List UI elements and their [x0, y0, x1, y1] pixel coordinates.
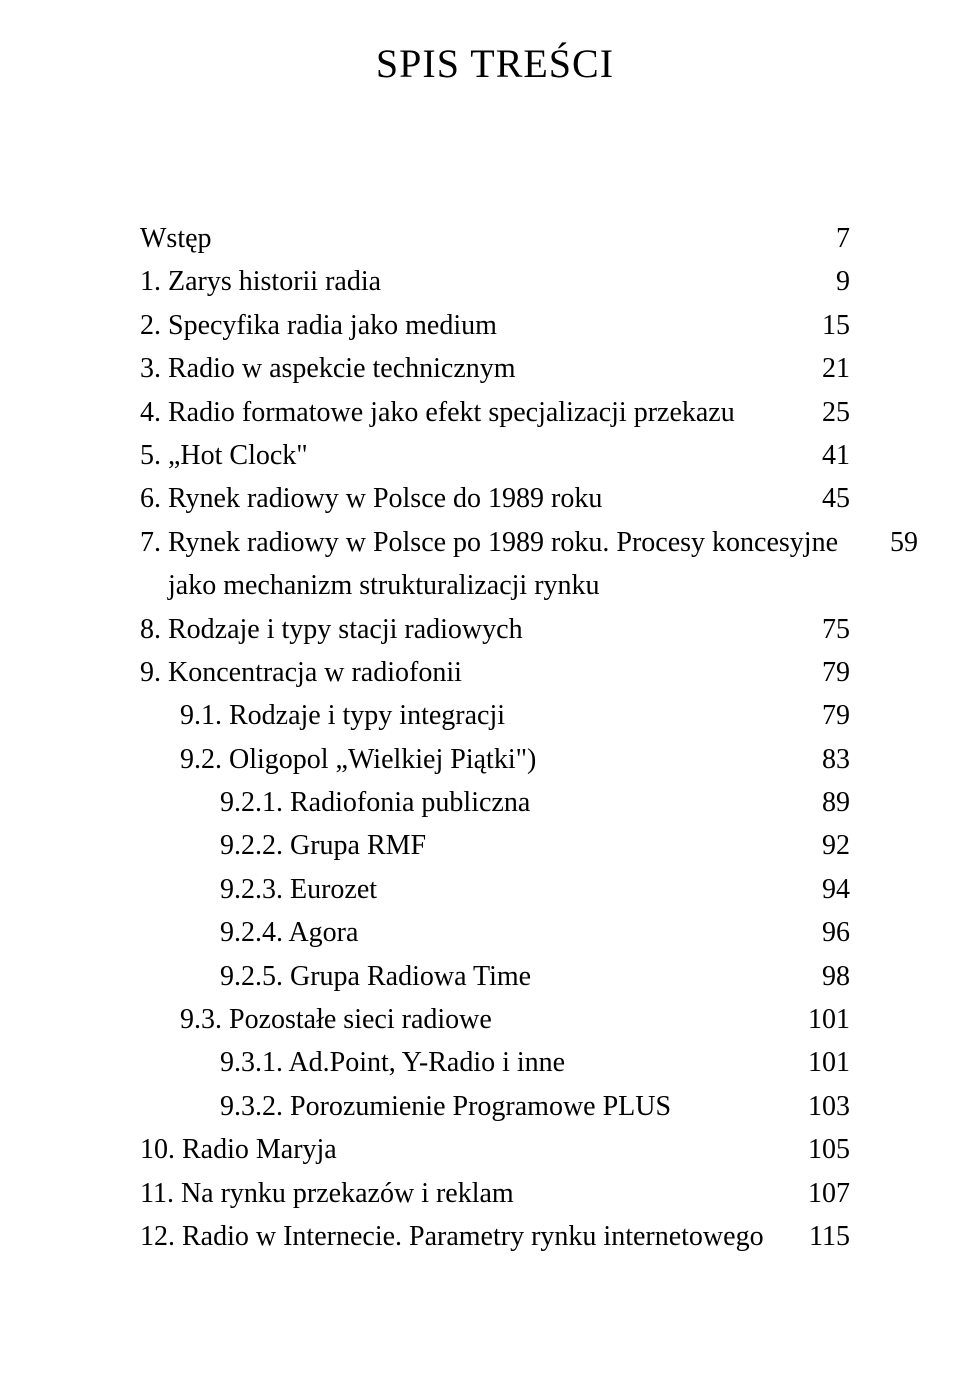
toc-label: 9. Koncentracja w radiofonii — [140, 651, 462, 694]
toc-row: 9.1. Rodzaje i typy integracji 79 — [140, 694, 850, 737]
toc-page-number: 59 — [838, 521, 918, 564]
toc-row: 2. Specyfika radia jako medium 15 — [140, 304, 850, 347]
toc-page-number: 89 — [770, 781, 850, 824]
toc-page-number: 79 — [770, 651, 850, 694]
toc-row: 6. Rynek radiowy w Polsce do 1989 roku 45 — [140, 477, 850, 520]
toc-label: 1. Zarys historii radia — [140, 260, 381, 303]
toc-row: 7. Rynek radiowy w Polsce po 1989 roku. … — [140, 521, 850, 608]
toc-row: 1. Zarys historii radia 9 — [140, 260, 850, 303]
toc-label: 3. Radio w aspekcie technicznym — [140, 347, 516, 390]
toc-page-number: 21 — [770, 347, 850, 390]
toc-row: 9.3.2. Porozumienie Programowe PLUS 103 — [140, 1085, 850, 1128]
toc-label: Wstęp — [140, 217, 212, 260]
toc-page-number: 101 — [770, 998, 850, 1041]
toc-row: 9.2.2. Grupa RMF 92 — [140, 824, 850, 867]
toc-page: SPIS TREŚCI Wstęp71. Zarys historii radi… — [0, 0, 960, 1258]
toc-label: 9.2.4. Agora — [140, 911, 358, 954]
toc-page-number: 107 — [770, 1172, 850, 1215]
toc-page-number: 103 — [770, 1085, 850, 1128]
toc-row: 4. Radio formatowe jako efekt specjaliza… — [140, 391, 850, 434]
toc-page-number: 96 — [770, 911, 850, 954]
toc-row: 9.2. Oligopol „Wielkiej Piątki") 83 — [140, 738, 850, 781]
toc-page-number: 98 — [770, 955, 850, 998]
toc-page-number: 83 — [770, 738, 850, 781]
toc-page-number: 115 — [770, 1215, 850, 1258]
toc-page-number: 41 — [770, 434, 850, 477]
toc-label: 9.2.2. Grupa RMF — [140, 824, 426, 867]
toc-row: Wstęp 7 — [140, 217, 850, 260]
page-title: SPIS TREŚCI — [140, 40, 850, 87]
toc-page-number: 94 — [770, 868, 850, 911]
toc-list: Wstęp71. Zarys historii radia92. Specyfi… — [140, 217, 850, 1258]
toc-row: 12. Radio w Internecie. Parametry rynku … — [140, 1215, 850, 1258]
toc-row: 11. Na rynku przekazów i reklam 107 — [140, 1172, 850, 1215]
toc-label: 9.2.5. Grupa Radiowa Time — [140, 955, 531, 998]
toc-label: 4. Radio formatowe jako efekt specjaliza… — [140, 391, 735, 434]
toc-row: 9. Koncentracja w radiofonii 79 — [140, 651, 850, 694]
toc-label: 6. Rynek radiowy w Polsce do 1989 roku — [140, 477, 602, 520]
toc-page-number: 75 — [770, 608, 850, 651]
toc-label: 12. Radio w Internecie. Parametry rynku … — [140, 1215, 764, 1258]
toc-page-number: 101 — [770, 1041, 850, 1084]
toc-label: 8. Rodzaje i typy stacji radiowych — [140, 608, 523, 651]
toc-page-number: 25 — [770, 391, 850, 434]
toc-row: 9.2.1. Radiofonia publiczna 89 — [140, 781, 850, 824]
toc-row: 10. Radio Maryja 105 — [140, 1128, 850, 1171]
toc-label: 9.2.1. Radiofonia publiczna — [140, 781, 530, 824]
toc-row: 9.3. Pozostałe sieci radiowe 101 — [140, 998, 850, 1041]
toc-label: 7. Rynek radiowy w Polsce po 1989 roku. … — [140, 521, 838, 608]
toc-label: 2. Specyfika radia jako medium — [140, 304, 497, 347]
toc-label: 9.2. Oligopol „Wielkiej Piątki") — [140, 738, 536, 781]
toc-row: 9.2.4. Agora 96 — [140, 911, 850, 954]
toc-label: 9.3.1. Ad.Point, Y-Radio i inne — [140, 1041, 565, 1084]
toc-label: 9.3.2. Porozumienie Programowe PLUS — [140, 1085, 671, 1128]
toc-row: 5. „Hot Clock" 41 — [140, 434, 850, 477]
toc-label: 5. „Hot Clock" — [140, 434, 308, 477]
toc-page-number: 92 — [770, 824, 850, 867]
toc-row: 3. Radio w aspekcie technicznym 21 — [140, 347, 850, 390]
toc-row: 8. Rodzaje i typy stacji radiowych 75 — [140, 608, 850, 651]
toc-row: 9.2.3. Eurozet 94 — [140, 868, 850, 911]
toc-label: 9.1. Rodzaje i typy integracji — [140, 694, 505, 737]
toc-page-number: 79 — [770, 694, 850, 737]
toc-label: 9.3. Pozostałe sieci radiowe — [140, 998, 492, 1041]
toc-label: 9.2.3. Eurozet — [140, 868, 377, 911]
toc-page-number: 7 — [770, 217, 850, 260]
toc-label: 11. Na rynku przekazów i reklam — [140, 1172, 514, 1215]
toc-label: 10. Radio Maryja — [140, 1128, 337, 1171]
toc-page-number: 45 — [770, 477, 850, 520]
toc-page-number: 9 — [770, 260, 850, 303]
toc-page-number: 105 — [770, 1128, 850, 1171]
toc-page-number: 15 — [770, 304, 850, 347]
toc-row: 9.2.5. Grupa Radiowa Time 98 — [140, 955, 850, 998]
toc-row: 9.3.1. Ad.Point, Y-Radio i inne 101 — [140, 1041, 850, 1084]
